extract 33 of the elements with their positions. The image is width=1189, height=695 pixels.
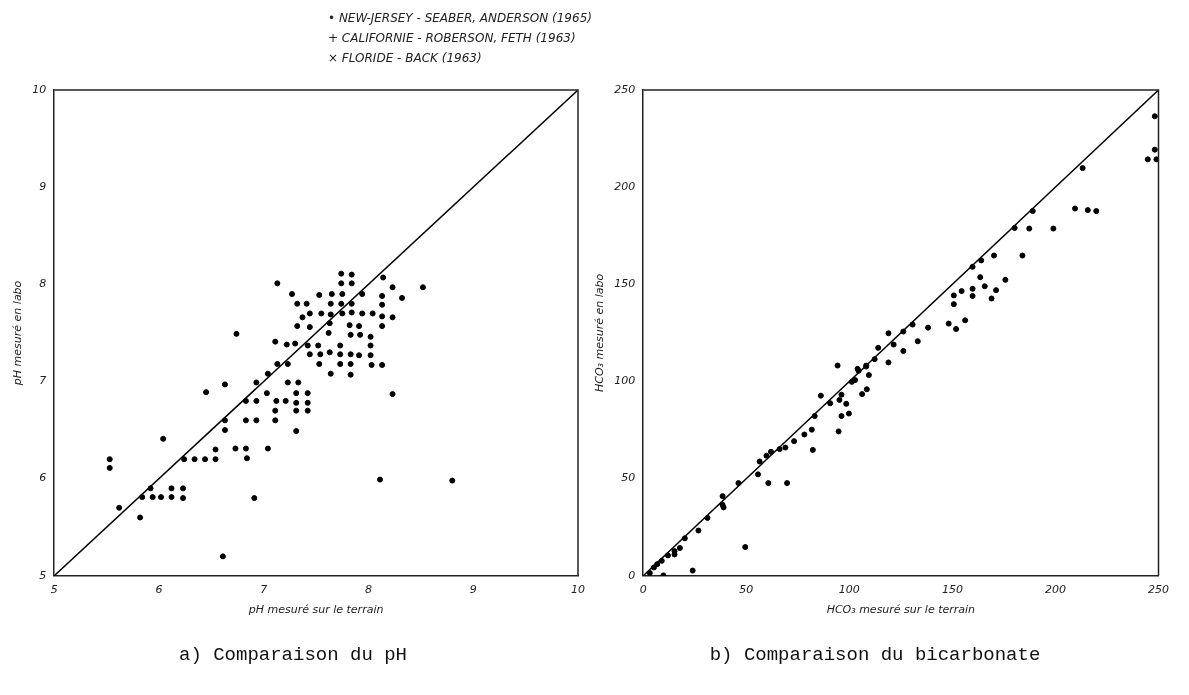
text: a) Comparaison du pH — [178, 643, 408, 666]
x-tick-label: 9 — [469, 583, 477, 597]
x-tick-label: 200 — [1044, 583, 1066, 597]
x-tick-label: 0 — [639, 583, 647, 597]
y-axis-title: HCO₃ mesuré en labo — [593, 273, 607, 393]
x-axis-title: HCO₃ mesuré sur le terrain — [826, 603, 976, 617]
x-tick-label: 50 — [739, 583, 754, 597]
text: + CALIFORNIE - ROBERSON, FETH (1963) — [328, 30, 576, 47]
y-tick-label: 250 — [614, 82, 636, 96]
x-tick-label: 250 — [1148, 583, 1169, 597]
y-tick-label: 50 — [621, 471, 636, 485]
x-tick-label: 5 — [50, 583, 58, 597]
x-axis-title: pH mesuré sur le terrain — [247, 603, 384, 617]
y-tick-label: 10 — [32, 82, 47, 96]
x-tick-label: 150 — [941, 583, 963, 597]
y-tick-label: 7 — [39, 374, 47, 388]
y-tick-label: 100 — [614, 374, 636, 388]
y-tick-label: 5 — [39, 568, 47, 582]
y-tick-label: 200 — [614, 180, 636, 194]
x-tick-label: 8 — [364, 583, 372, 597]
text: b) Comparaison du bicarbonate — [709, 643, 1041, 666]
x-tick-label: 10 — [571, 583, 585, 597]
text: × FLORIDE - BACK (1963) — [328, 50, 482, 67]
x-tick-label: 100 — [838, 583, 860, 597]
y-tick-label: 0 — [628, 568, 636, 582]
y-tick-label: 150 — [614, 277, 636, 291]
y-axis-title: pH mesuré en labo — [11, 280, 25, 387]
y-tick-label: 9 — [39, 180, 47, 194]
y-tick-label: 8 — [39, 277, 47, 291]
text: • NEW-JERSEY - SEABER, ANDERSON (1965) — [328, 10, 592, 27]
x-tick-label: 6 — [155, 583, 163, 597]
y-tick-label: 6 — [39, 471, 47, 485]
x-tick-label: 7 — [260, 583, 268, 597]
